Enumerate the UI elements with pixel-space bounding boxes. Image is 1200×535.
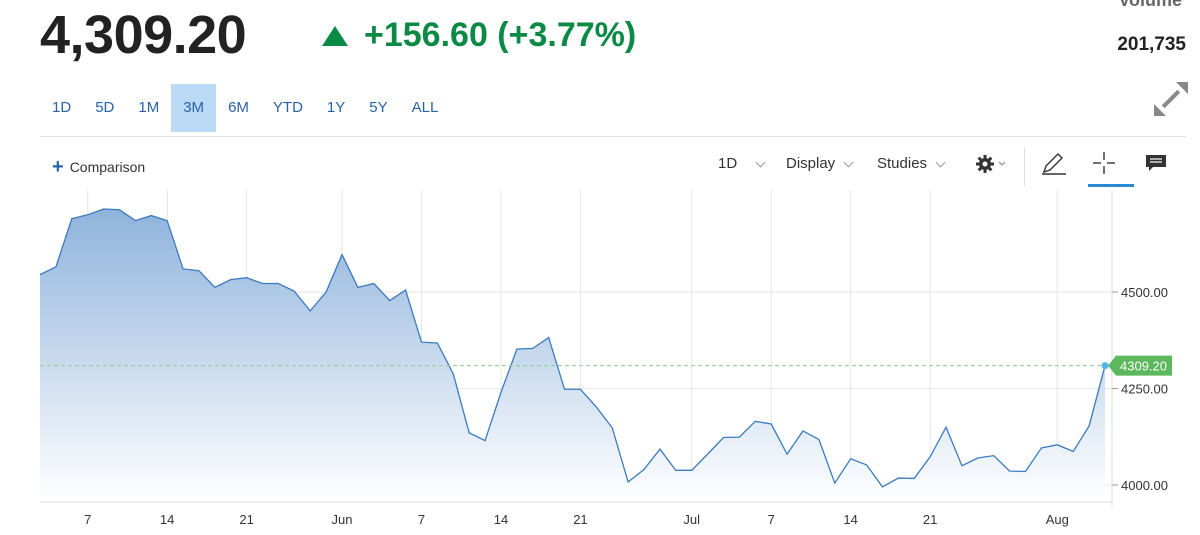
x-tick-label: Aug <box>1046 512 1069 527</box>
price-change-value: +156.60 (+3.77%) <box>364 16 637 54</box>
y-tick-label: 4000.00 <box>1121 478 1168 493</box>
range-tab-all[interactable]: ALL <box>411 99 439 116</box>
x-tick-label: 21 <box>573 512 587 527</box>
display-dropdown[interactable]: Display <box>786 155 854 172</box>
x-tick-label: Jul <box>683 512 700 527</box>
price-line <box>39 208 1106 488</box>
crosshair-icon[interactable] <box>1092 151 1116 175</box>
last-price-tag <box>1108 355 1172 376</box>
draw-pencil-icon[interactable] <box>1040 152 1068 176</box>
volume-label: Volume <box>1118 0 1182 10</box>
x-tick-label: 7 <box>768 512 775 527</box>
display-label: Display <box>786 155 836 172</box>
range-tab-1y[interactable]: 1Y <box>326 99 346 116</box>
x-tick-label: 14 <box>160 512 174 527</box>
range-tab-5y[interactable]: 5Y <box>369 99 388 116</box>
range-tab-6m[interactable]: 6M <box>228 99 249 116</box>
up-arrow-icon <box>322 25 348 46</box>
plus-icon: + <box>52 156 64 178</box>
header-divider <box>40 136 1186 137</box>
x-tick-label: 14 <box>494 512 508 527</box>
x-tick-label: Jun <box>332 512 353 527</box>
price-area <box>40 209 1105 502</box>
last-price: 4,309.20 <box>40 5 247 65</box>
volume-value: 201,735 <box>1117 34 1186 55</box>
x-tick-label: 7 <box>84 512 91 527</box>
studies-label: Studies <box>877 155 928 172</box>
last-price-point <box>1101 362 1109 370</box>
x-tick-label: 14 <box>843 512 857 527</box>
price-change: +156.60 (+3.77%) <box>322 16 636 55</box>
comparison-button[interactable]: + Comparison <box>52 156 146 178</box>
crosshair-active-indicator <box>1088 184 1134 187</box>
x-tick-label: 21 <box>923 512 937 527</box>
range-tab-3m[interactable]: 3M <box>171 84 217 132</box>
range-tab-1m[interactable]: 1M <box>138 99 160 116</box>
x-tick-label: 7 <box>418 512 425 527</box>
y-tick-label: 4250.00 <box>1121 382 1168 397</box>
range-tab-ytd[interactable]: YTD <box>272 99 303 116</box>
settings-gear-icon[interactable] <box>976 154 1012 174</box>
comment-icon[interactable] <box>1144 153 1168 173</box>
comparison-label: Comparison <box>69 159 146 175</box>
last-price-tag-label: 4309.20 <box>1120 359 1167 374</box>
time-range-tabs: 1D 5D 1M 3M 6M YTD 1Y 5Y ALL <box>40 84 450 132</box>
range-tab-5d[interactable]: 5D <box>95 99 115 116</box>
toolbar-separator <box>1024 148 1025 186</box>
studies-dropdown[interactable]: Studies <box>877 155 946 172</box>
y-tick-label: 4500.00 <box>1121 285 1168 300</box>
range-tab-1d[interactable]: 1D <box>52 99 72 116</box>
x-tick-label: 21 <box>239 512 253 527</box>
interval-dropdown[interactable]: 1D <box>718 155 766 172</box>
interval-label: 1D <box>718 155 738 172</box>
expand-icon[interactable] <box>1154 82 1188 116</box>
